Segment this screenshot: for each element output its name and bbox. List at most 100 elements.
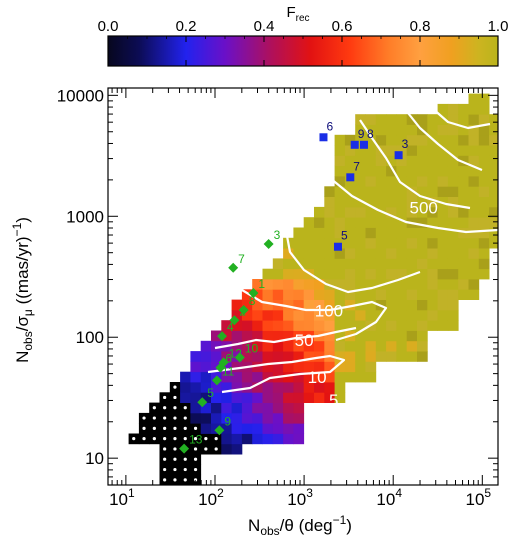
heatmap-cell (314, 227, 325, 239)
heatmap-cell (314, 248, 325, 259)
heatmap-cell (355, 268, 366, 280)
heatmap-cell (231, 443, 243, 455)
heatmap-cell (417, 176, 428, 187)
heatmap-cell (447, 165, 459, 177)
heatmap-cell (386, 279, 397, 290)
heatmap-cell (437, 227, 449, 239)
heatmap-cell (314, 237, 325, 249)
heatmap-cell (386, 114, 397, 125)
heatmap-cell (396, 227, 408, 239)
heatmap-cell-dot (142, 426, 146, 430)
heatmap-cell (375, 268, 387, 280)
heatmap-cell-dot (193, 467, 198, 472)
green-marker-label: 9 (224, 414, 231, 428)
heatmap-cell (437, 309, 449, 321)
heatmap-cell (272, 289, 284, 300)
heatmap-cell (396, 114, 408, 125)
heatmap-cell (283, 423, 294, 434)
heatmap-cell-dot (152, 426, 156, 430)
heatmap-cell (365, 227, 377, 239)
heatmap-cell (241, 351, 253, 362)
heatmap-cell (272, 309, 284, 321)
heatmap-cell (221, 412, 232, 424)
contour-lines (207, 94, 498, 394)
heatmap-cell (355, 145, 366, 156)
green-marker-label: 8 (249, 294, 256, 308)
green-marker-label: 1 (258, 277, 265, 291)
heatmap-cell (303, 299, 315, 311)
heatmap-cell (231, 361, 243, 373)
heatmap-cell (396, 268, 408, 280)
contour-label: 50 (295, 331, 314, 350)
green-marker-label: 5 (207, 386, 214, 400)
contour-line (214, 326, 357, 350)
heatmap-cell-dot (173, 457, 177, 461)
heatmap-cell (406, 134, 418, 146)
heatmap-cell (396, 258, 408, 270)
green-diamond-marker (197, 397, 208, 408)
heatmap-cell (447, 279, 459, 290)
heatmap-cell (468, 196, 480, 208)
heatmap-cell (396, 165, 408, 177)
x-tick-label: 101 (109, 486, 135, 509)
heatmap-cell (344, 248, 356, 259)
blue-marker-label: 3 (402, 137, 409, 151)
heatmap-cell (437, 206, 449, 218)
heatmap-cell-dot (163, 416, 167, 420)
green-diamond-marker (215, 362, 226, 373)
heatmap-cell (406, 309, 418, 321)
heatmap-cell (375, 134, 387, 146)
heatmap-cell (386, 217, 397, 228)
heatmap-cell (303, 237, 315, 249)
y-tick-label: 10000 (57, 86, 104, 105)
heatmap-cell (355, 114, 366, 125)
heatmap-cell (427, 176, 438, 187)
heatmap-cell (447, 237, 459, 249)
heatmap-cell (355, 237, 366, 249)
heatmap-cell (437, 145, 449, 156)
heatmap-cell (417, 340, 428, 352)
heatmap-cell (334, 351, 346, 362)
heatmap-cell (262, 392, 274, 403)
heatmap-cell (190, 402, 202, 414)
heatmap-cell (324, 206, 335, 218)
heatmap-cell (314, 361, 325, 373)
y-tick-label: 10 (85, 449, 104, 468)
heatmap-cell (334, 299, 346, 311)
heatmap-cell (355, 309, 366, 321)
heatmap-cell (468, 206, 480, 218)
heatmap-cell-dot (163, 457, 167, 461)
heatmap-cell (375, 320, 387, 331)
heatmap-cell (437, 320, 449, 331)
heatmap-cell (293, 330, 305, 342)
heatmap-cell (334, 217, 346, 228)
heatmap-cell (458, 289, 469, 300)
heatmap-cell (231, 402, 243, 414)
heatmap-cell (293, 423, 305, 434)
x-tick-label: 102 (198, 486, 224, 509)
heatmap-cell (180, 371, 191, 383)
heatmap-cell (231, 423, 243, 434)
heatmap-cell (427, 237, 438, 249)
heatmap-cell-dot (183, 467, 187, 472)
heatmap-cell (396, 124, 408, 136)
heatmap-cell (231, 330, 243, 342)
heatmap-cell (478, 165, 490, 177)
heatmap-cell (478, 248, 490, 259)
heatmap-cell (303, 227, 315, 239)
heatmap-cell (386, 124, 397, 136)
heatmap-cell (314, 279, 325, 290)
heatmap-cell (293, 289, 305, 300)
heatmap-cell (478, 196, 490, 208)
heatmap-cell (241, 320, 253, 331)
heatmap-cell (365, 114, 377, 125)
heatmap-cell (314, 320, 325, 331)
heatmap-cell (396, 289, 408, 300)
heatmap-cell (334, 155, 346, 167)
heatmap-cell-dot (173, 426, 177, 430)
heatmap-cell-dot (173, 385, 177, 389)
heatmap-cell (365, 268, 377, 280)
heatmap-cell (365, 371, 377, 383)
heatmap-cell (417, 114, 428, 125)
heatmap-cell (262, 279, 274, 290)
